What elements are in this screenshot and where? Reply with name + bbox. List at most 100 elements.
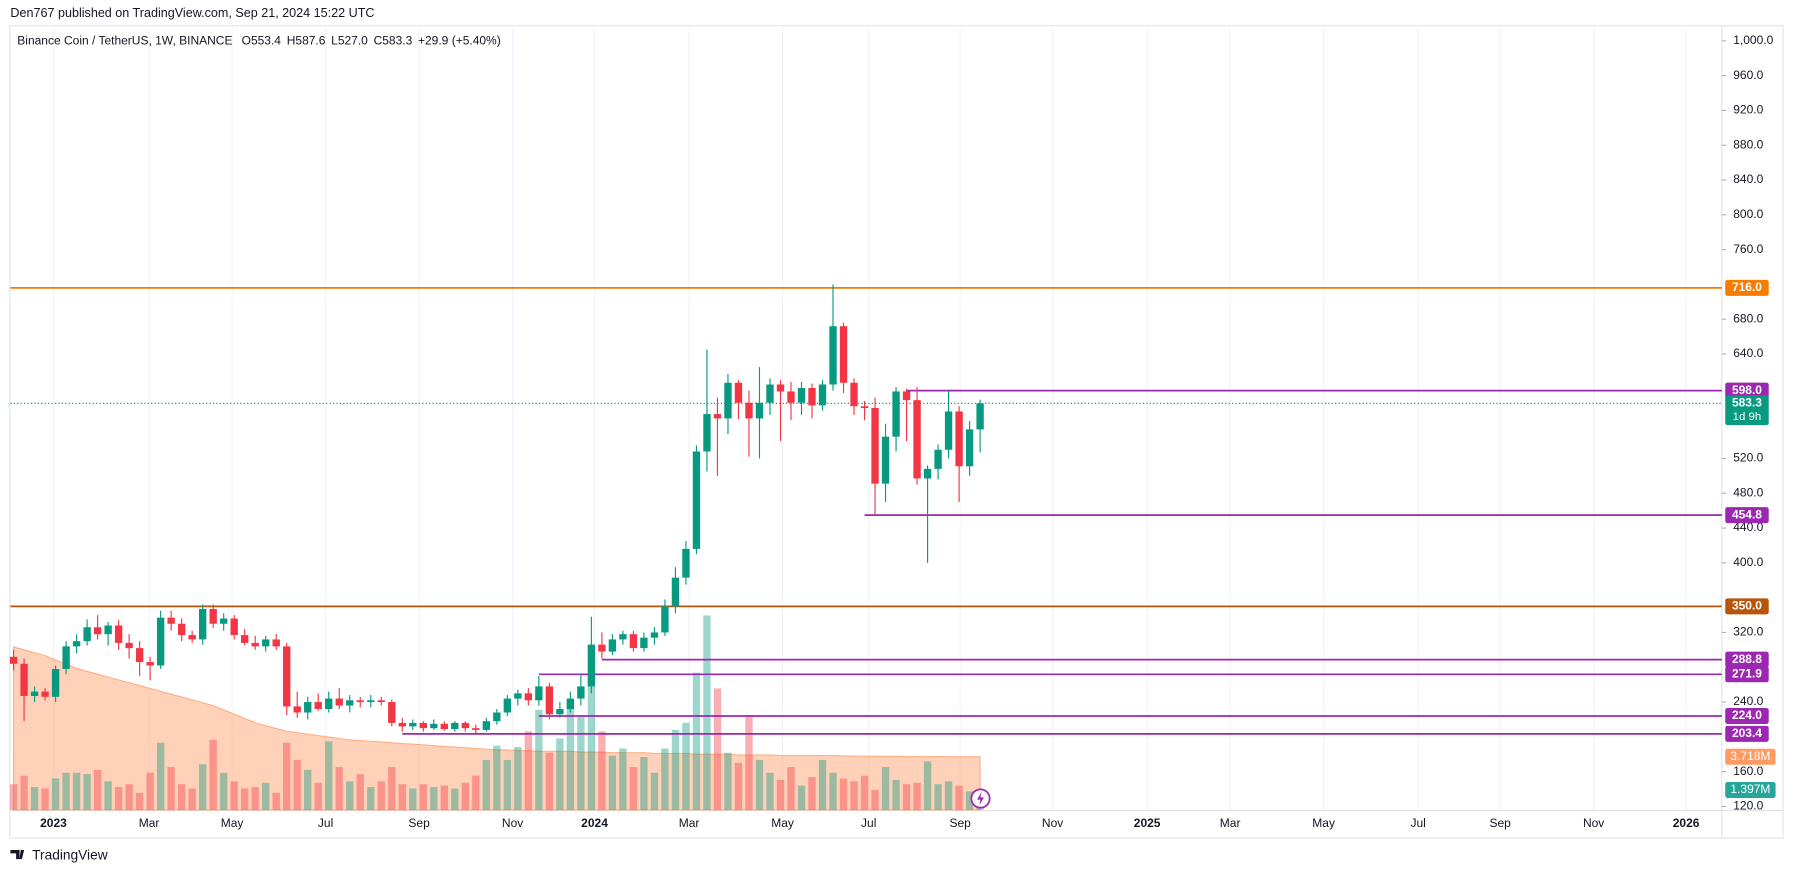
x-tick-label: Mar [679,816,700,830]
x-tick-label: Mar [1220,816,1241,830]
volume-bar [241,788,249,810]
candle-body [955,411,963,467]
candle-body [304,702,312,713]
candle-body [72,641,81,647]
candle-body [661,606,669,633]
volume-bar [388,767,396,810]
candle-body [755,402,764,419]
volume-bar [955,785,963,810]
candle-body [409,722,417,727]
candle-body [230,618,238,636]
candle-body [766,384,774,403]
candle-body [451,722,459,730]
grid [52,25,1687,810]
candle-body [965,429,974,467]
x-tick-label: Mar [139,816,160,830]
replay-icon[interactable] [970,788,991,809]
candle-body [881,436,890,484]
candle-body [30,691,39,696]
candle-body [83,627,91,642]
x-tick-label: Nov [502,816,523,830]
candle-body [156,617,165,666]
volume-bar [209,739,217,810]
volume-bar [734,762,743,810]
volume-bar [640,757,648,810]
candle-body [556,709,564,715]
candle-body [535,686,543,701]
volume-bar [314,782,322,810]
volume-bar [135,792,144,810]
candle-body [493,712,501,722]
candle-body [167,617,175,624]
volume-bar [545,752,554,810]
candle-body [514,693,522,699]
y-tick-label: 800.0 [1733,207,1763,221]
volume-bar [30,787,39,810]
y-tick-label: 840.0 [1733,172,1763,186]
volume-bar [934,784,942,810]
candle-body [20,663,28,696]
volume-bar [304,769,312,810]
level-label-bg [1725,725,1769,742]
volume-bar [829,772,837,810]
y-tick-label: 160.0 [1733,764,1763,778]
volume-bar [283,742,291,810]
volume-pane [9,615,984,811]
volume-bar [619,748,627,810]
volume-bar [220,772,228,810]
volume-bar [482,759,491,810]
y-tick-label: 320.0 [1733,625,1763,639]
volume-bar [83,774,91,810]
candle-body [135,648,144,663]
candle-body [818,384,827,406]
y-tick-label: 680.0 [1733,311,1763,325]
candle-body [503,698,512,713]
candle-body [461,722,469,729]
volume-bar [293,759,301,810]
x-tick-label: Sep [949,816,971,830]
volume-bar [703,615,711,810]
candle-body [829,326,837,385]
y-tick-label: 1,000.0 [1733,33,1773,47]
legend-open: O553.4 [242,33,282,47]
volume-bar [419,784,427,810]
candle-body [177,623,186,636]
candle-body [388,702,396,723]
candle-body [787,391,795,403]
level-label: 598.0 [1732,383,1762,397]
candle-body [892,391,900,437]
volume-bar [335,767,343,810]
volume-bar [724,752,732,810]
candle-body [745,402,753,419]
volume-bar [965,791,974,810]
candle-body [51,668,60,697]
y-tick-label: 640.0 [1733,346,1763,360]
candle-body [944,411,953,450]
y-tick-label: 440.0 [1733,520,1763,534]
x-tick-label: Jul [1411,816,1426,830]
volume-bar [198,764,207,810]
candle-body [251,642,259,647]
candle-body [419,722,427,729]
x-tick-label: May [1312,816,1335,830]
logo-text: TradingView [32,847,108,862]
candle-body [776,384,785,392]
candle-body [146,662,154,666]
x-tick-label: Sep [408,816,430,830]
level-label-bg [1725,666,1769,683]
candle-body [188,635,196,640]
volume-bar [556,738,564,810]
y-tick-label: 920.0 [1733,103,1763,117]
candle-body [325,698,333,710]
legend: Binance Coin / TetherUS, 1W, BINANCE O55… [17,33,500,47]
candle-body [734,382,743,403]
volume-bar [503,759,512,810]
volume-bar [51,778,60,810]
candle-body [976,403,984,430]
candle-body [377,700,385,703]
legend-low: L527.0 [331,33,368,47]
volume-bar [114,787,123,810]
y-tick-label: 120.0 [1733,799,1763,813]
volume-bar [251,787,259,810]
